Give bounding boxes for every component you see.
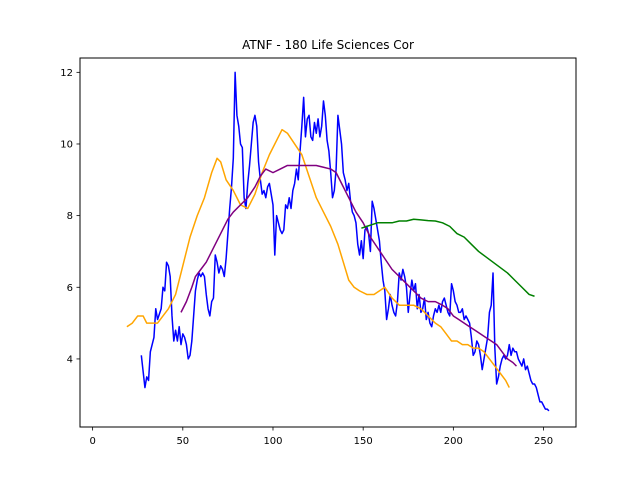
x-tick-label: 0: [89, 436, 95, 447]
y-tick-label: 4: [67, 354, 73, 365]
x-tick-label: 250: [534, 436, 553, 447]
series-line-1: [140, 71, 550, 412]
plot-area: [79, 57, 577, 428]
x-tick-label: 100: [263, 436, 282, 447]
y-tick-label: 12: [60, 68, 73, 79]
series-layer: [126, 71, 550, 412]
y-tick-label: 6: [67, 283, 73, 294]
x-tick-label: 150: [354, 436, 373, 447]
y-tick-label: 8: [67, 211, 73, 222]
x-tick-label: 200: [444, 436, 463, 447]
y-tick-label: 10: [60, 139, 73, 150]
chart-title: ATNF - 180 Life Sciences Cor: [242, 38, 414, 52]
series-line-2: [126, 128, 510, 388]
series-line-3: [180, 164, 518, 367]
x-tick-label: 50: [176, 436, 189, 447]
axes-layer: 0 50 100 150 200 250 4 6 8 10 12: [60, 68, 553, 447]
series-line-4: [361, 218, 535, 297]
